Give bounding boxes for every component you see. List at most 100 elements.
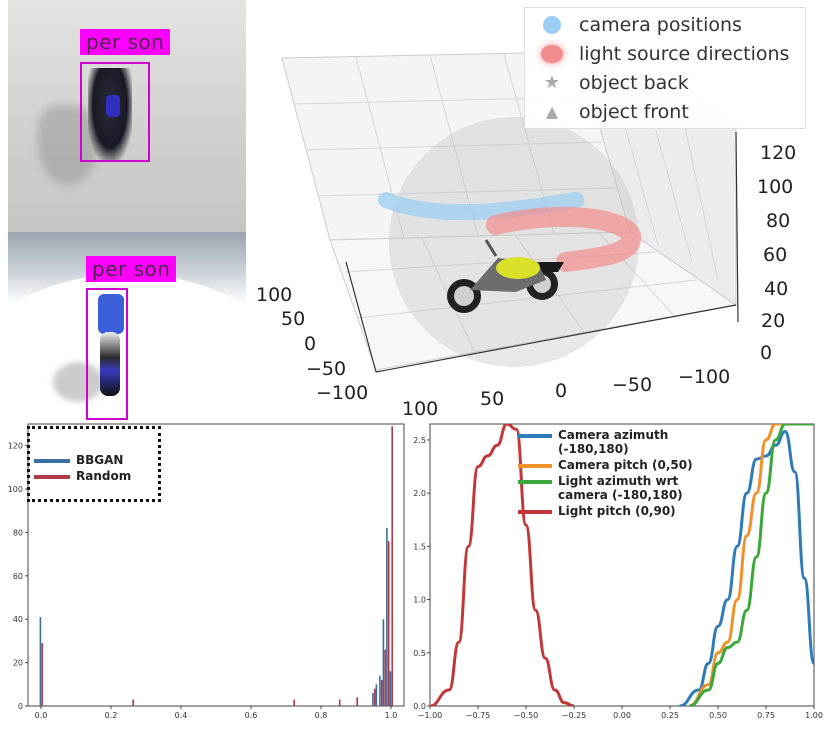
legend-back-label: object back [579, 71, 689, 94]
density-legend-row: Camera pitch (0,50) [518, 458, 728, 472]
hist-y-tick-label: 20 [13, 659, 23, 668]
hist-y-tick-label: 0 [18, 702, 23, 711]
density-line [688, 424, 814, 706]
density-y-tick-label: 0.0 [413, 702, 426, 711]
hist-bar-bbgan [382, 619, 385, 706]
x-tick: 0 [555, 380, 568, 402]
detection-label-top: per son [80, 29, 171, 55]
motorbike-blue-part [106, 95, 120, 117]
density-x-tick-label: −1.00 [418, 711, 443, 720]
hist-bar-random [132, 699, 134, 706]
density-x-tick-label: −0.75 [466, 711, 491, 720]
hist-legend-label: BBGAN [76, 453, 124, 467]
density-legend-row: Light azimuth wrt camera (-180,180) [518, 474, 728, 502]
hist-bar-random [338, 699, 341, 706]
density-legend-swatch [518, 510, 552, 514]
motorbike-body [100, 332, 120, 396]
x-tick: 100 [402, 398, 439, 420]
density-y-tick-label: 1.5 [413, 542, 426, 551]
density-y-tick-label: 0.5 [413, 649, 426, 658]
legend-3d: camera positions light source directions… [524, 7, 806, 129]
z-tick: 100 [757, 176, 794, 198]
density-x-tick-label: 0.50 [709, 711, 727, 720]
hist-legend-label: Random [76, 469, 132, 483]
legend-row-front: ▲ object front [525, 97, 805, 126]
hist-bar-bbgan [372, 692, 374, 706]
hist-bar-random [373, 688, 376, 706]
density-legend-label: Light azimuth wrt camera (-180,180) [558, 474, 683, 502]
hist-y-tick-label: 80 [13, 528, 23, 537]
hist-frame [27, 423, 405, 707]
density-line [679, 429, 814, 706]
hist-x-tick-label: 1.0 [385, 711, 398, 720]
z-tick: 40 [764, 278, 789, 300]
density-legend: Camera azimuth (-180,180) Camera pitch (… [518, 428, 728, 520]
hist-x-tick-label: 0.4 [175, 711, 188, 720]
z-tick: 80 [766, 210, 791, 232]
x-tick: 50 [480, 388, 505, 410]
hist-x-tick-label: 0.2 [105, 711, 118, 720]
density-legend-label: Camera pitch (0,50) [558, 458, 693, 472]
density-y-tick-label: 1.0 [413, 596, 426, 605]
x-tick: −100 [678, 366, 731, 388]
y-axis [345, 261, 377, 373]
hist-x-tick-label: 0.6 [245, 711, 258, 720]
camera-positions-band [378, 192, 584, 221]
hist-bar-random [380, 679, 383, 706]
histogram-svg: 0 20 40 60 80 100 120 0.0 0.2 0.4 0.6 0.8 1.0 [8, 423, 405, 720]
legend-camera-label: camera positions [579, 13, 742, 36]
legend-row-back: ★ object back [525, 68, 805, 97]
hist-bar-bbgan [379, 675, 381, 706]
density-x-tick-label: −0.25 [562, 711, 587, 720]
hist-bar-random [41, 643, 43, 706]
density-svg: 0.0 0.5 1.0 1.5 2.0 2.5 −1.00 −0.75 −0.50 −0.25 0.… [413, 423, 823, 720]
hist-bar-bbgan [389, 671, 392, 706]
hist-bar-random [391, 426, 393, 706]
histogram-panel: 0 20 40 60 80 100 120 0.0 0.2 0.4 0.6 0.8 1.0 BBGAN … [0, 422, 410, 729]
hist-bar-bbgan [386, 528, 388, 706]
motorbike-shadow-2 [53, 362, 103, 402]
hist-bar-random [293, 699, 295, 706]
density-legend-label: Camera azimuth (-180,180) [558, 428, 669, 456]
y-tick: −50 [306, 358, 347, 380]
hist-y-tick-label: 40 [13, 615, 23, 624]
hist-bar-random [356, 697, 358, 706]
detection-bbox-top [80, 62, 150, 162]
hist-legend-row: Random [34, 469, 131, 483]
hist-bar-random [384, 649, 386, 706]
hist-bar-bbgan [375, 684, 378, 706]
y-tick: 0 [304, 333, 317, 355]
density-x-tick-label: 0.25 [661, 711, 679, 720]
z-axis [735, 131, 739, 323]
camera-dot-icon [525, 15, 579, 34]
legend-row-light: light source directions [525, 39, 805, 68]
density-x-tick-label: 0.75 [757, 711, 775, 720]
hist-legend: BBGAN Random [34, 453, 131, 485]
x-axis [375, 304, 737, 373]
density-y-tick-label: 2.5 [413, 436, 426, 445]
density-legend-swatch [518, 464, 552, 468]
hist-y-tick-label: 60 [13, 572, 23, 581]
y-tick: 100 [256, 284, 293, 306]
hist-legend-swatch [34, 475, 70, 479]
detection-bbox-bottom [86, 288, 128, 420]
plot-3d: camera positions light source directions… [246, 0, 829, 422]
density-line [430, 424, 575, 706]
z-tick: 120 [760, 142, 797, 164]
legend-front-label: object front [579, 100, 689, 123]
density-legend-swatch [518, 480, 552, 484]
z-tick: 20 [761, 310, 786, 332]
density-legend-row: Camera azimuth (-180,180) [518, 428, 728, 456]
rider-blue [98, 294, 124, 334]
hist-y-tick-label: 100 [8, 485, 23, 494]
density-x-tick-label: −0.50 [514, 711, 539, 720]
detection-label-bottom: per son [86, 256, 177, 282]
star-icon: ★ [543, 72, 561, 93]
density-x-tick-label: 1.00 [805, 711, 823, 720]
density-x-tick-label: 0.00 [613, 711, 631, 720]
hist-y-tick-label: 120 [8, 442, 23, 451]
density-panel: 0.0 0.5 1.0 1.5 2.0 2.5 −1.00 −0.75 −0.50 −0.25 0.… [410, 422, 829, 729]
hist-bar-random [387, 541, 390, 706]
render-image-top: per son [8, 0, 246, 232]
y-tick: −100 [316, 382, 369, 404]
